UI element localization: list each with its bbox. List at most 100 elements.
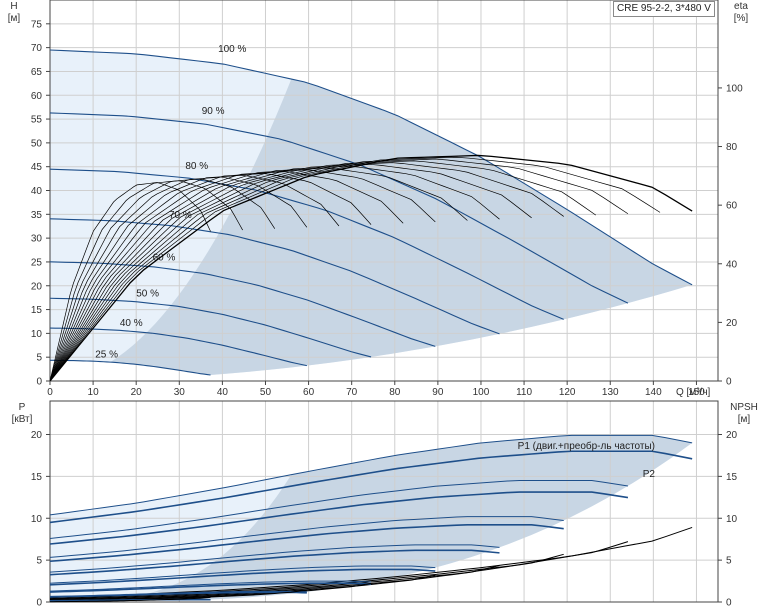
eta-y-tick-label: 0: [726, 377, 732, 388]
p1-curve: [49, 434, 693, 516]
speed-label: 100 %: [218, 44, 246, 55]
npsh-y-tick-label: 0: [726, 598, 732, 609]
eta-curve: [49, 174, 340, 382]
head-x-tick-label: 90: [432, 387, 444, 398]
head-axis-title: H: [10, 1, 17, 12]
head-x-tick-label: 0: [47, 387, 53, 398]
head-x-tick-label: 10: [88, 387, 100, 398]
speed-label: 90 %: [202, 106, 225, 117]
speed-label: 40 %: [120, 318, 143, 329]
head-x-tick-label: 150: [688, 387, 705, 398]
head-y-tick-label: 60: [31, 91, 43, 102]
eta-curve: [49, 164, 532, 382]
head-x-tick-label: 30: [174, 387, 186, 398]
head-curve: [49, 261, 436, 347]
p2-curve: [49, 582, 372, 593]
eta-y-tick-label: 60: [726, 201, 738, 212]
head-x-tick-label: 70: [346, 387, 358, 398]
head-y-tick-label: 45: [31, 162, 43, 173]
eta-curve: [49, 182, 211, 382]
head-y-tick-label: 75: [31, 19, 43, 30]
eta-curve: [49, 169, 436, 382]
head-y-tick-label: 5: [36, 353, 42, 364]
npsh-y-tick-label: 15: [726, 472, 738, 483]
head-y-tick-label: 65: [31, 67, 43, 78]
head-y-tick-label: 0: [36, 377, 42, 388]
pump-model-label: CRE 95-2-2, 3*480 V: [613, 1, 715, 17]
speed-label: 80 %: [185, 161, 208, 172]
eta-y-tick-label: 80: [726, 142, 738, 153]
p1-curve: [49, 565, 436, 584]
eta-curve: [49, 165, 500, 382]
head-x-tick-label: 40: [217, 387, 229, 398]
eta-y-tick-label: 20: [726, 318, 738, 329]
head-curve: [49, 168, 564, 320]
p2-curve: [49, 491, 629, 545]
head-y-tick-label: 70: [31, 43, 43, 54]
speed-label: 60 %: [153, 253, 176, 264]
power-plot-frame: [49, 400, 719, 603]
head-x-tick-label: 50: [260, 387, 272, 398]
p2-curve: [49, 598, 211, 602]
head-x-tick-label: 120: [559, 387, 576, 398]
operating-region-dark: [110, 79, 693, 375]
npsh-axis-title: NPSH: [730, 402, 758, 413]
eta-curve: [49, 167, 468, 382]
p2-curve: [49, 591, 307, 598]
head-axis-unit: [м]: [8, 13, 21, 24]
p1-curve: [49, 580, 372, 592]
head-y-tick-label: 35: [31, 210, 43, 221]
eta-curve: [49, 178, 276, 382]
npsh-curve: [49, 564, 500, 601]
p1-curve: [49, 516, 564, 558]
npsh-curve: [49, 574, 436, 601]
npsh-y-tick-label: 5: [726, 556, 732, 567]
p2-curve: [49, 450, 693, 524]
head-x-tick-label: 80: [389, 387, 401, 398]
power-y-tick-label: 5: [36, 556, 42, 567]
npsh-axis-unit: [м]: [738, 414, 751, 425]
speed-label: 50 %: [136, 288, 159, 299]
head-y-tick-label: 10: [31, 329, 43, 340]
power-y-tick-label: 0: [36, 598, 42, 609]
eta-curve: [49, 180, 243, 382]
head-y-tick-label: 20: [31, 281, 43, 292]
power-y-tick-label: 20: [31, 430, 43, 441]
npsh-curve: [49, 596, 211, 603]
p2-curve: [49, 524, 564, 563]
p2-curve: [49, 568, 436, 586]
speed-label: 70 %: [169, 210, 192, 221]
p1-series-label: P1 (двиг.+преобр-ль частоты): [518, 440, 655, 452]
head-x-tick-label: 140: [645, 387, 662, 398]
head-y-tick-label: 25: [31, 257, 43, 268]
eta-curve: [49, 173, 372, 382]
head-y-tick-label: 55: [31, 115, 43, 126]
p1-curve: [49, 544, 500, 573]
p1-curve: [49, 480, 629, 539]
eta-curve: [49, 154, 693, 382]
power-axis-title: P: [19, 402, 26, 413]
head-curve: [49, 359, 211, 376]
power-y-tick-label: 10: [31, 514, 43, 525]
head-y-tick-label: 15: [31, 305, 43, 316]
head-y-tick-label: 50: [31, 138, 43, 149]
eta-axis-unit: [%]: [734, 13, 749, 24]
head-x-tick-label: 20: [131, 387, 143, 398]
eta-axis-title: eta: [734, 1, 748, 12]
speed-label: 25 %: [95, 350, 118, 361]
eta-curve: [49, 176, 308, 382]
head-x-tick-label: 60: [303, 387, 315, 398]
head-y-tick-label: 40: [31, 186, 43, 197]
flow-axis-title: Q [м³/ч]: [676, 387, 711, 398]
head-curve: [49, 49, 693, 286]
eta-y-tick-label: 40: [726, 259, 738, 270]
eta-curve: [49, 171, 404, 382]
head-x-tick-label: 130: [602, 387, 619, 398]
head-curve: [49, 112, 629, 304]
power-axis-unit: [кВт]: [12, 414, 33, 425]
p2-series-label: P2: [643, 469, 656, 480]
p2-curve: [49, 549, 500, 576]
head-x-tick-label: 100: [473, 387, 490, 398]
